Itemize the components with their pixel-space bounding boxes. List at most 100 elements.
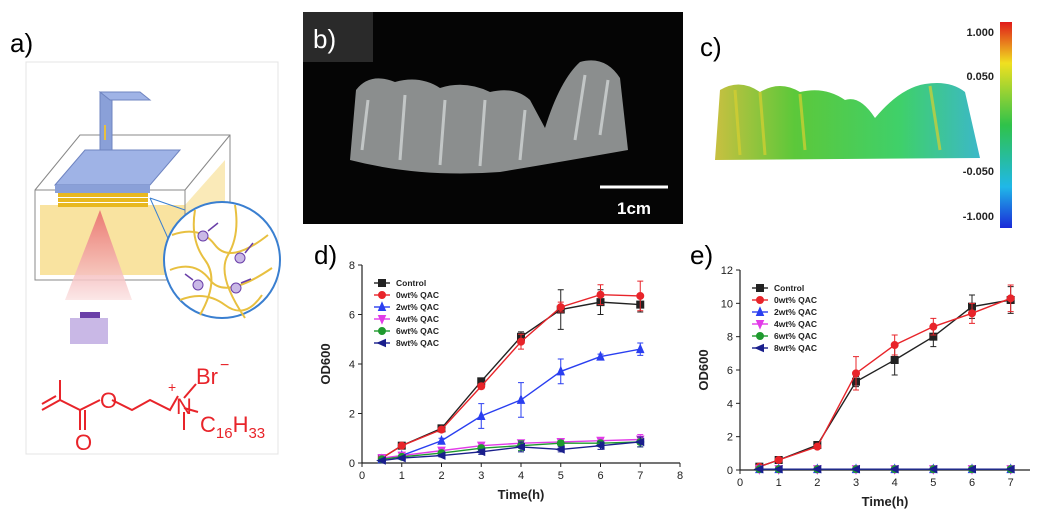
scale-label: 1cm: [617, 199, 651, 218]
marker: [637, 345, 644, 353]
legend-marker: [379, 292, 386, 299]
y-tick-label: 2: [727, 432, 733, 444]
marker: [891, 342, 898, 349]
legend-label: 8wt% QAC: [396, 338, 439, 348]
panel-b: b) 1cm: [303, 12, 683, 224]
qac: [198, 231, 208, 241]
x-axis-label: Time(h): [862, 494, 909, 509]
marker: [930, 323, 937, 330]
y-tick-label: 2: [349, 409, 355, 421]
marker: [478, 383, 485, 390]
x-tick-label: 8: [677, 470, 683, 482]
marker: [775, 457, 782, 464]
marker: [557, 304, 564, 311]
marker: [637, 292, 644, 299]
projector-lens: [80, 312, 100, 318]
y-axis-label: OD600: [318, 343, 333, 384]
x-tick-label: 6: [969, 477, 975, 489]
legend-label: 4wt% QAC: [774, 319, 817, 329]
panel-label: d): [314, 240, 337, 270]
atom: H: [233, 412, 249, 437]
legend-label: Control: [396, 278, 426, 288]
y-tick-label: 8: [349, 260, 355, 272]
x-tick-label: 1: [776, 477, 782, 489]
legend-label: 0wt% QAC: [774, 295, 817, 305]
atom: Br: [196, 364, 218, 389]
panel-label: e): [690, 240, 713, 270]
marker: [814, 443, 821, 450]
x-tick-label: 5: [558, 470, 564, 482]
y-tick-label: 0: [349, 458, 355, 470]
legend-label: 2wt% QAC: [774, 307, 817, 317]
marker: [518, 395, 525, 403]
qac: [235, 253, 245, 263]
qac: [193, 280, 203, 290]
colorbar-label: -0.050: [963, 166, 994, 178]
legend-label: 0wt% QAC: [396, 290, 439, 300]
substituent: C16H33: [200, 412, 265, 442]
layer: [58, 193, 148, 197]
charge: +: [168, 379, 176, 395]
x-tick-label: 3: [478, 470, 484, 482]
x-tick-label: 3: [853, 477, 859, 489]
legend-marker: [757, 285, 764, 292]
y-tick-label: 4: [727, 398, 733, 410]
atom: C: [200, 412, 216, 437]
x-tick-label: 0: [737, 477, 743, 489]
x-tick-label: 2: [814, 477, 820, 489]
y-tick-label: 12: [721, 265, 733, 277]
panel-c: c) 1.000 0.050 -0.050 -1.000: [700, 22, 1012, 228]
marker: [518, 338, 525, 345]
y-tick-label: 10: [721, 298, 733, 310]
marker: [891, 357, 898, 364]
legend-marker: [379, 280, 386, 287]
marker: [398, 442, 405, 449]
qac: [231, 283, 241, 293]
legend-marker: [757, 333, 764, 340]
legend-label: 8wt% QAC: [774, 343, 817, 353]
y-tick-label: 4: [349, 359, 355, 371]
zoom-circle: [164, 202, 280, 318]
y-tick-label: 6: [727, 365, 733, 377]
marker: [557, 440, 564, 447]
legend-marker: [378, 340, 386, 347]
x-tick-label: 1: [399, 470, 405, 482]
projector: [70, 318, 108, 344]
panel-a: a) O O N Br + −: [10, 28, 280, 455]
x-tick-label: 4: [892, 477, 898, 489]
marker: [969, 310, 976, 317]
x-axis-label: Time(h): [498, 487, 545, 502]
legend-label: Control: [774, 283, 804, 293]
stage-edge: [55, 185, 150, 193]
atom: N: [176, 394, 192, 419]
legend-marker: [379, 328, 386, 335]
layer: [58, 203, 148, 207]
y-tick-label: 8: [727, 332, 733, 344]
atom: O: [75, 430, 92, 455]
subscript: 33: [248, 425, 265, 442]
legend-marker: [756, 345, 764, 352]
colorbar: [1000, 22, 1012, 228]
charge: −: [220, 357, 229, 374]
y-tick-label: 6: [349, 310, 355, 322]
colorbar-label: 0.050: [966, 71, 994, 83]
legend-label: 2wt% QAC: [396, 302, 439, 312]
marker: [1007, 295, 1014, 302]
y-tick-label: 0: [727, 465, 733, 477]
legend-label: 6wt% QAC: [396, 326, 439, 336]
x-tick-label: 7: [637, 470, 643, 482]
legend-marker: [757, 297, 764, 304]
panel-label: b): [313, 24, 336, 54]
y-axis-label: OD600: [696, 349, 711, 390]
layer: [58, 198, 148, 202]
x-tick-label: 7: [1008, 477, 1014, 489]
x-tick-label: 0: [359, 470, 365, 482]
colorbar-label: -1.000: [963, 211, 994, 223]
panel-label: a): [10, 28, 33, 58]
x-tick-label: 4: [518, 470, 524, 482]
legend-label: 6wt% QAC: [774, 331, 817, 341]
marker: [438, 426, 445, 433]
legend-label: 4wt% QAC: [396, 314, 439, 324]
atom: O: [100, 388, 117, 413]
panel-label: c): [700, 32, 722, 62]
